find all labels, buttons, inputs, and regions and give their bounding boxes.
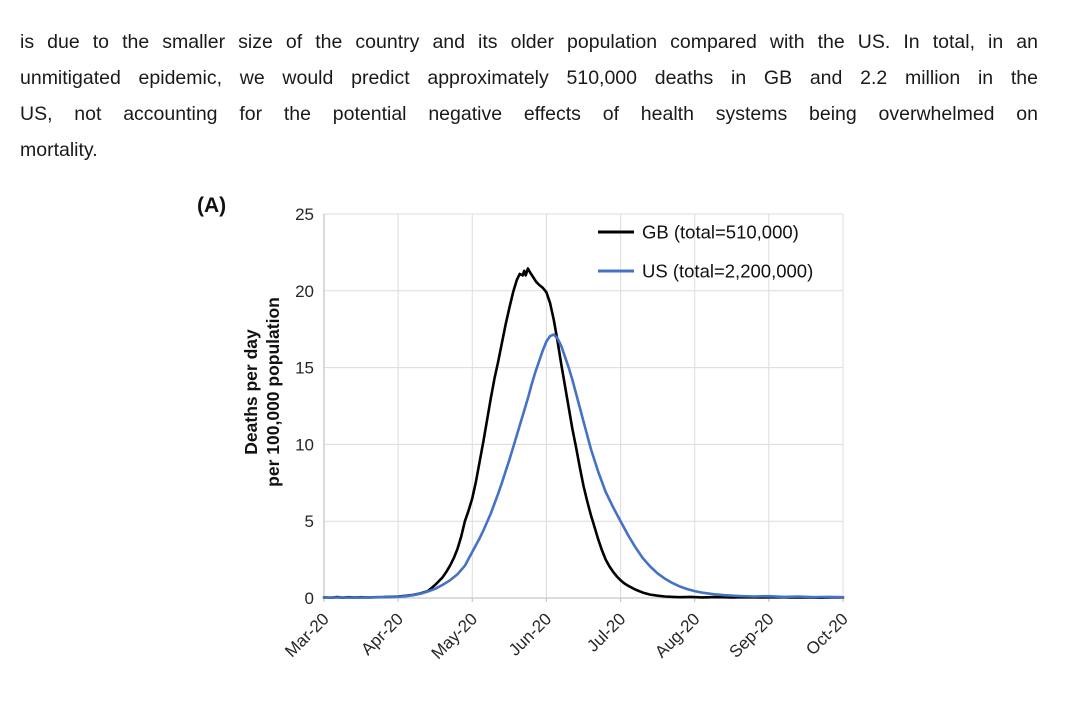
- x-tick-label: Oct-20: [802, 609, 852, 659]
- body-text: is due to the smaller size of the countr…: [20, 24, 1038, 168]
- body-text-line: unmitigated epidemic, we would predict a…: [20, 67, 1038, 89]
- x-tick-label: Aug-20: [651, 609, 703, 661]
- body-text-line: is due to the smaller size of the countr…: [20, 31, 1038, 53]
- y-tick-label: 5: [305, 512, 314, 531]
- x-tick-label: Jun-20: [505, 609, 555, 659]
- series-line-1: [322, 333, 845, 600]
- y-tick-label: 15: [295, 359, 314, 378]
- figure-panel-label: (A): [197, 194, 227, 217]
- x-tick-label: Jul-20: [583, 609, 629, 655]
- x-tick-label: Mar-20: [281, 609, 333, 661]
- y-tick-label: 25: [295, 205, 314, 224]
- x-tick-label: Sep-20: [725, 609, 777, 661]
- series-line-0: [322, 267, 845, 600]
- x-tick-label: Apr-20: [357, 609, 407, 659]
- x-tick-label: May-20: [428, 609, 482, 663]
- legend-label-1: US (total=2,200,000): [642, 261, 813, 282]
- y-tick-label: 0: [305, 589, 314, 608]
- y-tick-label: 10: [295, 435, 314, 454]
- legend-label-0: GB (total=510,000): [642, 222, 799, 243]
- body-text-line: mortality.: [20, 139, 98, 161]
- epidemic-curves-chart: 0 5 10 15 20 25 Mar-20 Apr-20 May-20 Jun-20 Jul-20…: [281, 205, 852, 663]
- y-tick-label: 20: [295, 282, 314, 301]
- body-text-line: US, not accounting for the potential neg…: [20, 103, 1038, 125]
